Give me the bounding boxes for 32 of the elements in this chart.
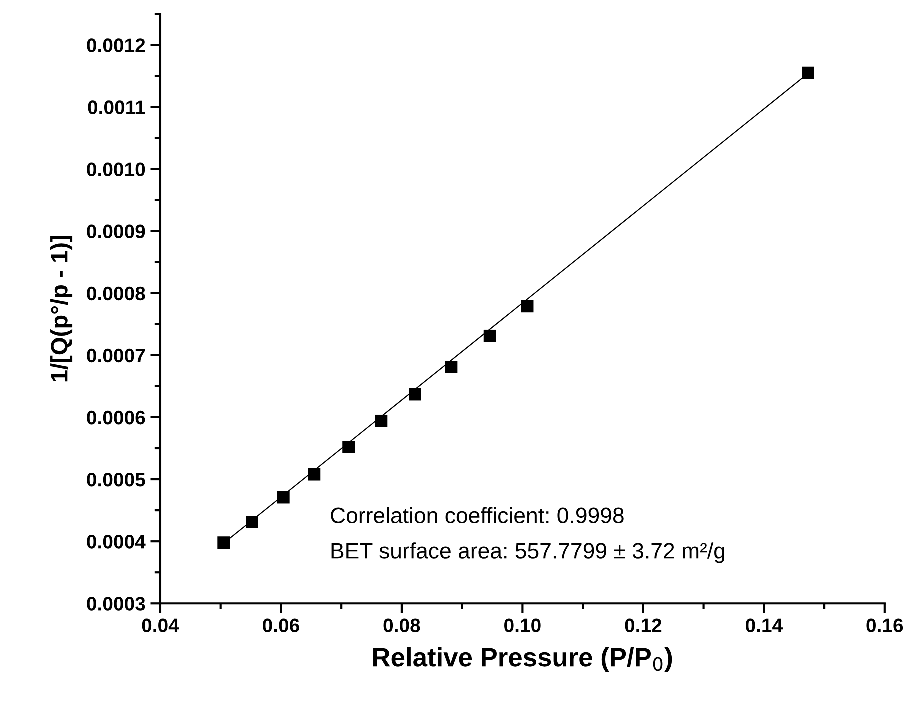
y-tick-label: 0.0003 (87, 597, 146, 611)
point (375, 414, 388, 428)
y-tick-label: 0.0009 (87, 224, 146, 239)
y-tick-label: 0.0005 (87, 472, 146, 487)
point (484, 330, 496, 342)
point (409, 388, 422, 401)
y-tick-label: 0.0006 (87, 410, 146, 425)
y-axis-title: 1/[Q(p°/p - 1)] (50, 236, 73, 382)
x-tick-label: 0.14 (746, 618, 783, 632)
y-tick-label: 0.0004 (87, 535, 146, 549)
x-tick-label: 0.08 (384, 618, 420, 632)
point (342, 441, 356, 454)
y-tick-label: 0.0007 (87, 348, 146, 363)
point (246, 516, 258, 529)
annotation: Correlation coefficient: 0.9998 (331, 507, 624, 524)
point (521, 300, 534, 313)
x-tick-label: 0.10 (504, 618, 541, 632)
y-tick-label: 0.0010 (87, 162, 146, 176)
y-tick-label: 0.0008 (87, 286, 146, 301)
x-tick-label: 0.12 (625, 618, 662, 632)
annotation: BET surface area: 557.7799 ± 3.72 m²/g (332, 542, 725, 564)
y-tick-label: 0.0012 (87, 38, 146, 52)
point (445, 360, 458, 374)
point (277, 491, 290, 504)
x-axis-title: Relative Pressure (P/P$_{0}$) (374, 647, 672, 672)
x-tick-label: 0.06 (263, 618, 300, 632)
x-tick-label: 0.04 (142, 618, 180, 632)
point (218, 536, 230, 550)
point (802, 66, 814, 80)
point (308, 468, 321, 481)
y-tick-label: 0.0011 (88, 100, 146, 114)
x-tick-label: 0.16 (866, 618, 904, 632)
